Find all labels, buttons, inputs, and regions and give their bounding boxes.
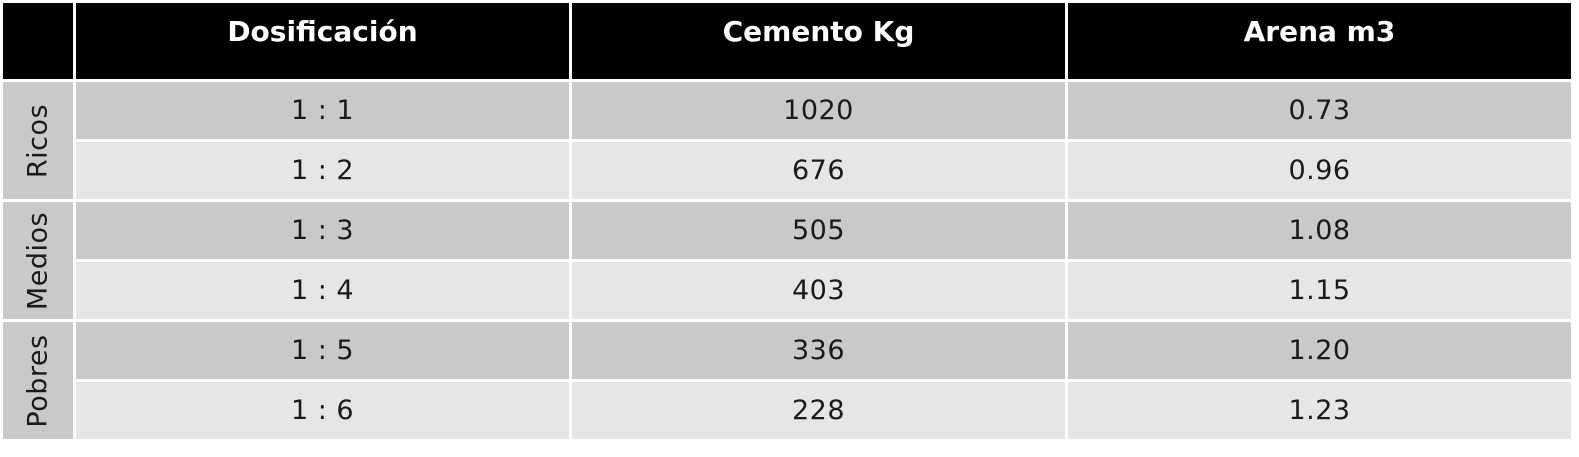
group-label-pobres: Pobres (22, 333, 54, 428)
cell-arena: 1.15 (1068, 262, 1571, 319)
cell-dosificacion: 1 : 2 (76, 142, 569, 199)
cell-cemento: 1020 (572, 82, 1065, 139)
table-row: Pobres 1 : 5 336 1.20 (3, 322, 1571, 439)
group-label-medios: Medios (22, 211, 54, 310)
dosage-table: Dosificación Cemento Kg Arena m3 Ricos 1… (3, 3, 1571, 439)
header-corner-cell (3, 3, 73, 79)
table-header-row: Dosificación Cemento Kg Arena m3 (3, 3, 1571, 79)
cell-cemento: 505 (572, 202, 1065, 259)
cell-dosificacion: 1 : 4 (76, 262, 569, 319)
table-row: Medios 1 : 3 505 1.08 (3, 202, 1571, 319)
table-row: 1 : 6 228 1.23 (3, 382, 1571, 439)
cell-arena: 0.73 (1068, 82, 1571, 139)
group-cell-medios: Medios (3, 202, 73, 319)
header-arena-m3: Arena m3 (1068, 3, 1571, 79)
table-row: Ricos 1 : 1 1020 0.73 (3, 82, 1571, 199)
cell-cemento: 676 (572, 142, 1065, 199)
header-cemento-kg: Cemento Kg (572, 3, 1065, 79)
cell-arena: 1.08 (1068, 202, 1571, 259)
group-cell-ricos: Ricos (3, 82, 73, 199)
cell-dosificacion: 1 : 6 (76, 382, 569, 439)
group-cell-pobres: Pobres (3, 322, 73, 439)
cell-cemento: 228 (572, 382, 1065, 439)
group-label-ricos: Ricos (22, 103, 54, 178)
table-row: 1 : 2 676 0.96 (3, 142, 1571, 199)
cell-dosificacion: 1 : 1 (76, 82, 569, 139)
cell-dosificacion: 1 : 5 (76, 322, 569, 379)
cell-arena: 0.96 (1068, 142, 1571, 199)
table-row: 1 : 4 403 1.15 (3, 262, 1571, 319)
cell-cemento: 403 (572, 262, 1065, 319)
cell-arena: 1.20 (1068, 322, 1571, 379)
cell-cemento: 336 (572, 322, 1065, 379)
cell-dosificacion: 1 : 3 (76, 202, 569, 259)
header-dosificacion: Dosificación (76, 3, 569, 79)
cell-arena: 1.23 (1068, 382, 1571, 439)
